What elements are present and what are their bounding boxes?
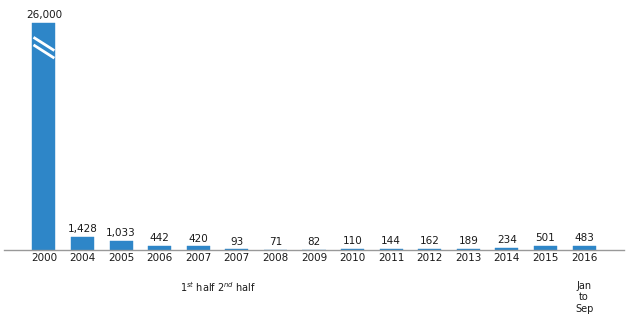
Text: 420: 420: [188, 234, 208, 244]
Text: Jan
to
Sep: Jan to Sep: [575, 281, 593, 314]
Text: 501: 501: [536, 233, 555, 243]
Text: 26,000: 26,000: [26, 10, 62, 20]
Text: 2$^{nd}$ half: 2$^{nd}$ half: [217, 281, 256, 294]
Text: 234: 234: [497, 235, 517, 245]
Text: 189: 189: [458, 236, 479, 246]
Bar: [341, 249, 364, 250]
Text: 71: 71: [269, 237, 282, 247]
Bar: [109, 241, 133, 250]
Bar: [534, 246, 557, 250]
Bar: [225, 249, 249, 250]
Text: 1,033: 1,033: [106, 228, 136, 238]
Bar: [148, 246, 171, 250]
Text: 1,428: 1,428: [68, 224, 97, 234]
Text: 442: 442: [149, 233, 170, 243]
Text: 162: 162: [420, 236, 440, 246]
Text: 1$^{st}$ half: 1$^{st}$ half: [180, 281, 217, 294]
Text: 144: 144: [381, 236, 401, 246]
Bar: [32, 23, 55, 250]
Bar: [187, 247, 210, 250]
Bar: [495, 248, 519, 250]
Text: 82: 82: [307, 237, 321, 247]
Bar: [71, 237, 94, 250]
Text: 93: 93: [230, 237, 244, 247]
Bar: [573, 246, 596, 250]
Bar: [379, 249, 403, 250]
Text: 483: 483: [574, 233, 594, 243]
Bar: [418, 249, 441, 250]
Text: 110: 110: [343, 237, 362, 247]
Bar: [457, 248, 480, 250]
